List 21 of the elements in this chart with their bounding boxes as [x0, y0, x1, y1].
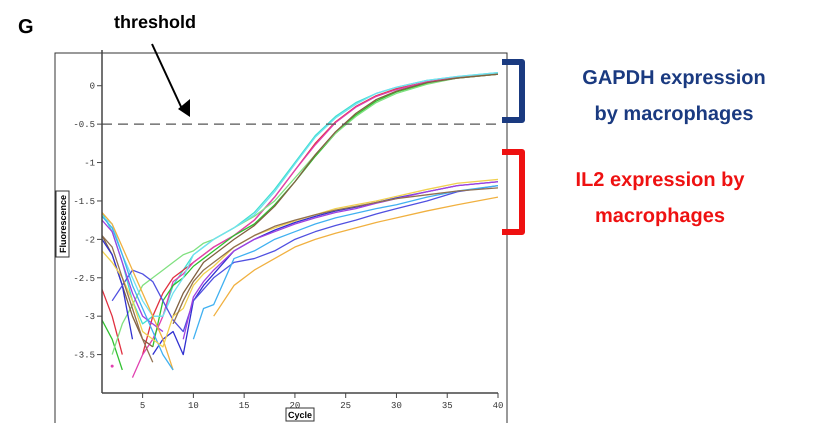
- x-tick-label: 25: [340, 401, 352, 411]
- text: IL2 expression by macrophages: [576, 169, 746, 227]
- y-tick-label: -2.5: [73, 274, 95, 284]
- x-tick-label: 5: [140, 401, 146, 411]
- x-tick-label: 40: [492, 401, 504, 411]
- x-axis-title: Cycle: [288, 410, 312, 420]
- y-tick-label: -1: [84, 158, 95, 169]
- y-tick-label: -0.5: [73, 120, 95, 130]
- y-tick-label: 0: [90, 82, 95, 92]
- y-tick-label: -3.5: [73, 350, 95, 361]
- x-tick-label: 15: [238, 401, 250, 411]
- chart-title: G: [18, 16, 34, 38]
- x-tick-label: 35: [442, 401, 453, 411]
- x-tick-label: 10: [188, 401, 199, 411]
- y-axis-title: Fluorescence: [58, 194, 68, 254]
- y-tick-label: -1.5: [73, 196, 95, 207]
- text: GAPDH expression by macrophages: [582, 67, 766, 125]
- y-tick-label: -2: [84, 235, 95, 246]
- y-tick-label: -3: [84, 312, 95, 322]
- text: threshold: [114, 12, 196, 32]
- x-tick-label: 30: [391, 401, 402, 411]
